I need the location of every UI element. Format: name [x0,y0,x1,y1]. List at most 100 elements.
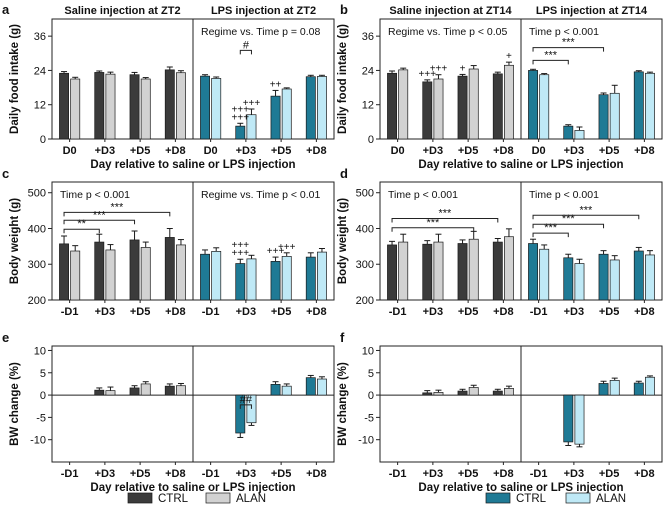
significance-plus: + [506,51,512,62]
bar-ctrl [633,71,644,140]
bar-ctrl [129,387,140,396]
significance-plus: +++ [243,98,261,109]
x-tick-label: +D3 [423,145,444,157]
bar-ctrl [270,95,281,140]
stat-annotation: Regime vs. Time p = 0.08 [201,26,321,38]
bar-ctrl [457,243,468,301]
y-tick-label: 200 [28,295,46,307]
bar-alan [504,236,514,301]
panel-c: c Body weight (g) 200 300 400 500 Time p < 0.0… [2,166,335,318]
y-tick-label: 36 [34,31,46,43]
bar-alan [574,263,585,301]
x-tick-label: -D1 [61,468,79,480]
y-tick-label: 24 [34,65,46,77]
panel-e: e BW change (%) -10 -5 0 5 10 -D1 +D3 +D5 +D8 -D1 +D… [2,330,335,494]
significance-label: *** [562,213,576,225]
bar-ctrl [457,75,468,140]
bar-ctrl [305,377,316,396]
bar-ctrl [598,253,609,301]
y-tick-label: 0 [368,390,374,402]
bar-alan [645,72,655,140]
y-tick-label: 12 [362,100,374,112]
x-tick-label: +D3 [236,145,257,157]
bar-ctrl [270,261,281,301]
subpanel-saline: Time p < 0.001 -D1 +D3 +D5 +D8 ****** [379,181,522,318]
bar-alan [246,258,257,301]
bar-ctrl [598,383,609,396]
panel-letter: e [2,330,9,345]
y-axis-label: Body weight (g) [337,198,349,284]
x-axis-label: Day relative to saline or LPS injection [90,482,295,494]
bar-alan [317,378,327,396]
panel-letter: a [2,2,10,17]
bar-alan [468,387,479,396]
x-tick-label: +D3 [423,468,444,480]
bar-ctrl [633,382,644,396]
subpanel-lps: -D1 +D3 +D5 +D8 ## [192,345,335,480]
y-tick-label: -10 [358,435,374,447]
y-axis-label: BW change (%) [337,362,349,446]
significance-plus: +++ [419,69,437,80]
y-tick-label: 400 [28,223,46,235]
y-tick-label: 500 [28,188,46,200]
y-axis-label: Daily food intake (g) [9,24,21,134]
legend-label: CTRL [158,493,189,505]
x-tick-label: +D8 [634,468,655,480]
subpanel-lps: LPS injection at ZT14 Time p < 0.001 D0 +D3… [520,5,663,157]
bar-alan [281,385,292,396]
bar-alan [574,394,585,445]
x-tick-label: +D5 [458,145,479,157]
panel-d: d Body weight (g) 200 300 400 500 Time p < 0.0… [337,166,663,318]
subpanel-frame [379,345,522,463]
x-tick-label: D0 [63,145,77,157]
x-tick-label: +D5 [458,468,479,480]
bar-alan [539,74,550,140]
bar-alan [105,73,116,140]
x-tick-label: +D5 [599,145,620,157]
significance-label: *** [426,217,440,229]
subpanel-title: LPS injection at ZT14 [536,5,648,17]
x-tick-label: +D8 [165,145,186,157]
subpanel-saline: -D1 +D3 +D5 +D8 [379,345,522,480]
bar-ctrl [270,384,281,396]
x-tick-label: D0 [532,145,546,157]
bar-alan [140,383,151,396]
bar-ctrl [59,72,69,140]
significance-bracket [63,211,171,217]
y-tick-label: 0 [40,134,46,146]
significance-label: ** [77,218,86,230]
bar-alan [281,256,292,301]
x-tick-label: +D3 [236,306,257,318]
x-tick-label: +D8 [306,145,327,157]
bar-alan [317,76,327,140]
bar-alan [609,92,620,140]
x-tick-label: +D5 [271,468,292,480]
x-tick-label: +D5 [130,468,151,480]
bar-alan [281,88,292,140]
stat-annotation: Regime vs. Time p < 0.01 [201,189,321,201]
bar-alan [140,247,151,301]
subpanel-saline: -D1 +D3 +D5 +D8 [51,345,194,480]
bar-ctrl [492,241,503,301]
bar-ctrl [633,250,644,301]
bar-ctrl [129,74,140,140]
bar-ctrl [528,70,538,140]
bar-ctrl [492,390,503,396]
x-tick-label: +D8 [634,145,655,157]
bar-alan [398,241,409,301]
bar-ctrl [528,243,538,301]
y-tick-label: 500 [356,188,374,200]
stat-annotation: Time p < 0.001 [388,189,458,201]
significance-bracket [532,232,569,238]
bar-ctrl [200,253,210,301]
subpanel-title: Saline injection at ZT2 [64,5,180,17]
bar-ctrl [422,243,433,301]
significance-label: *** [110,201,124,213]
y-tick-label: 12 [34,100,46,112]
subpanel-frame [192,181,335,301]
panel-b: b Daily food intake (g) 0 12 24 36 Saline inje… [337,2,663,171]
significance-plus: + [460,63,466,74]
x-tick-label: D0 [391,145,405,157]
significance-plus: +++ [278,242,296,253]
y-tick-label: 24 [362,65,374,77]
